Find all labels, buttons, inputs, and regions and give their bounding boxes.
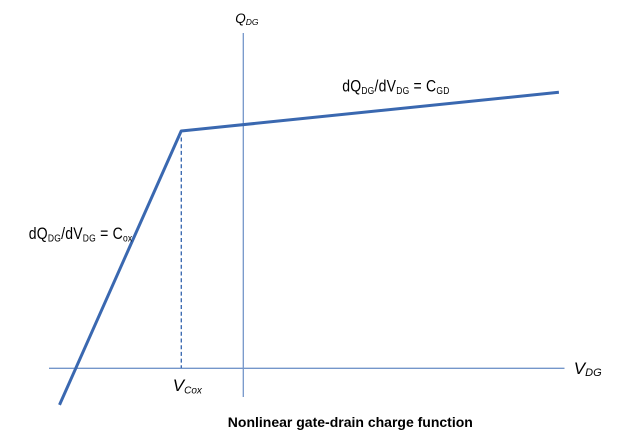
svg-text:VDG: VDG [574,359,602,379]
svg-text:QDG: QDG [235,11,259,27]
svg-text:dQDG/dVDG = Cox: dQDG/dVDG = Cox [29,225,133,244]
svg-text:Nonlinear gate-drain charge fu: Nonlinear gate-drain charge function [228,414,473,430]
svg-text:dQDG/dVDG = CGD: dQDG/dVDG = CGD [342,77,449,96]
svg-text:VCox: VCox [173,376,203,396]
